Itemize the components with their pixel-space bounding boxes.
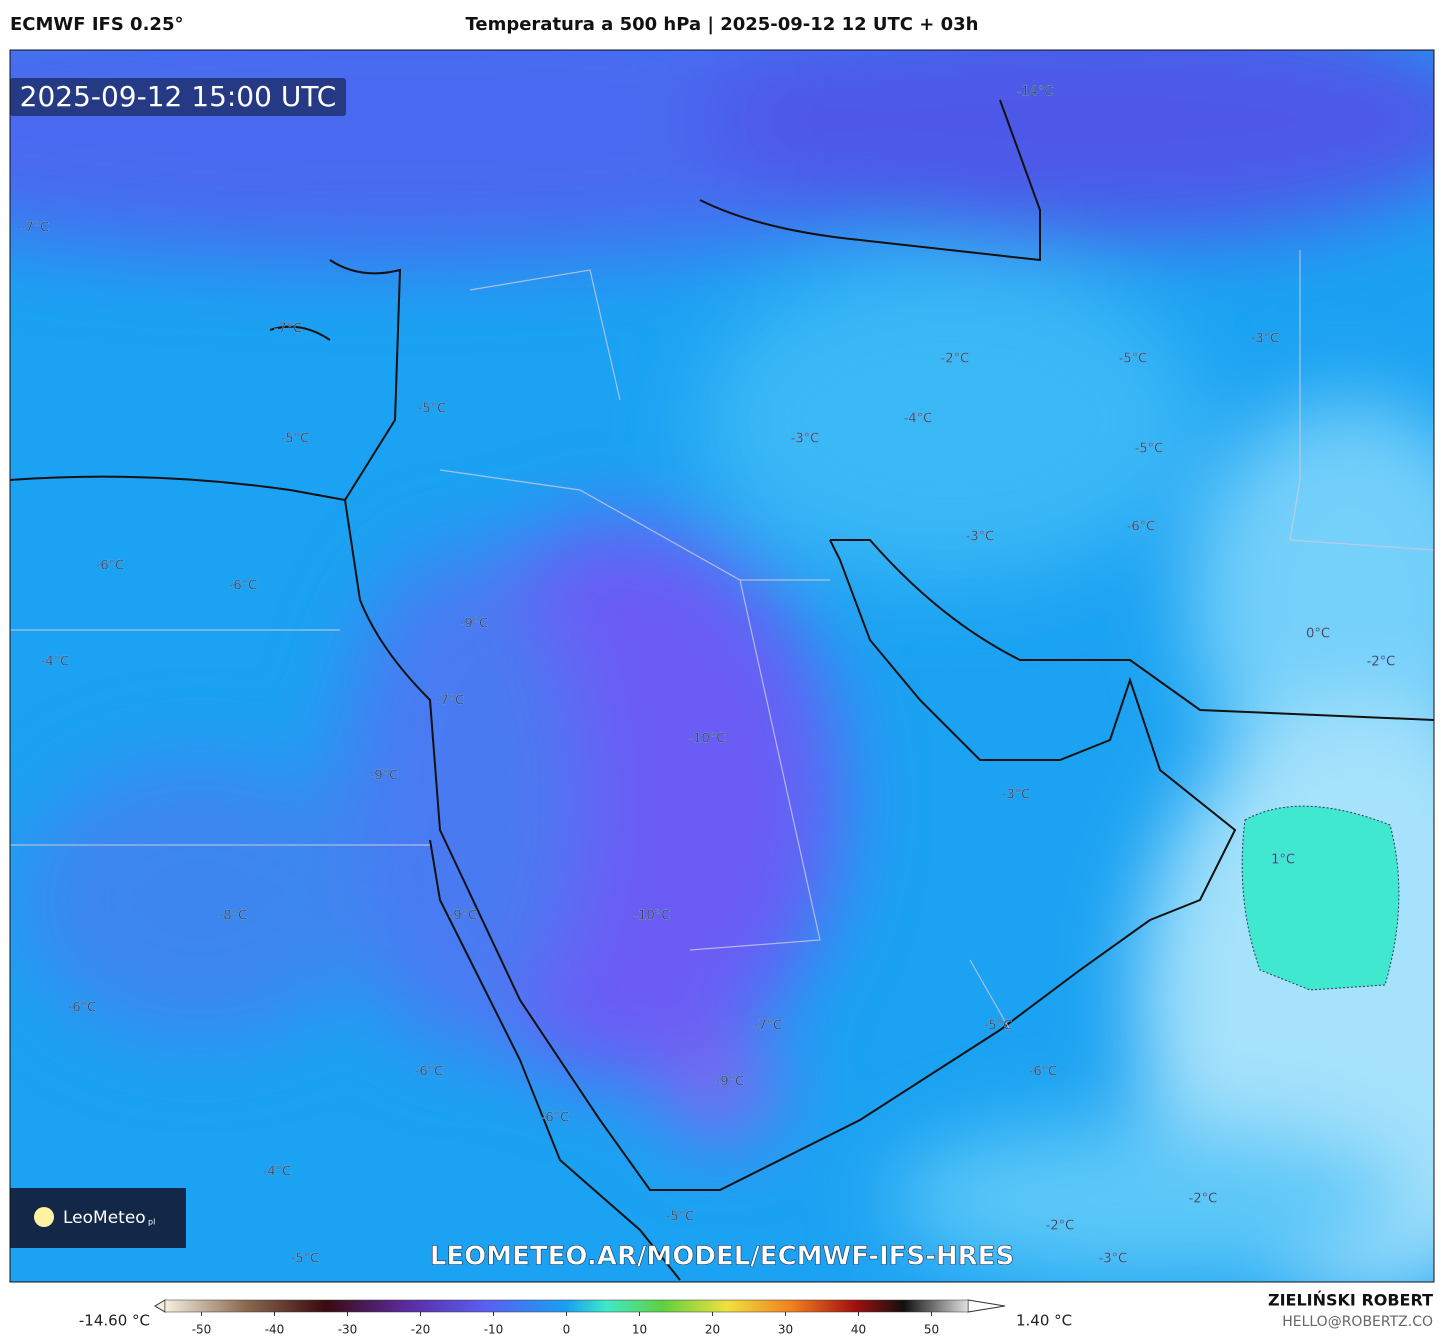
contour-label: -3°C: [791, 432, 820, 447]
colorbar-tick-label: 30: [778, 1323, 793, 1337]
contour-label: -4°C: [263, 1165, 292, 1180]
contour-label: -8°C: [219, 909, 248, 924]
valid-time: 2025-09-12 15:00 UTC: [20, 80, 337, 113]
colorbar-tick-label: -30: [338, 1323, 358, 1337]
contour-label: -6°C: [541, 1111, 570, 1126]
contour-label: -6°C: [68, 1001, 97, 1016]
colorbar-tick-label: 10: [632, 1323, 647, 1337]
contour-label: -4°C: [904, 412, 933, 427]
time-box: [10, 78, 346, 116]
map-title: Temperatura a 500 hPa | 2025-09-12 12 UT…: [465, 14, 978, 35]
contour-label: -3°C: [1251, 332, 1280, 347]
contact: HELLO@ROBERTZ.CO: [1282, 1314, 1433, 1330]
logo-name: LeoMeteo: [63, 1208, 146, 1228]
contour-label: 1°C: [1271, 853, 1295, 868]
logo-sun: [34, 1207, 54, 1227]
contour-label: -5°C: [291, 1252, 320, 1267]
author: ZIELIŃSKI ROBERT: [1268, 1291, 1433, 1310]
colorbar-tick-label: 20: [705, 1323, 720, 1337]
contour-label: -10°C: [689, 732, 726, 747]
colorbar-tick-label: -40: [265, 1323, 285, 1337]
borders: [10, 250, 1434, 1031]
contour-label: -2°C: [1367, 655, 1396, 670]
watermark: LEOMETEO.AR/MODEL/ECMWF-IFS-HRES: [430, 1242, 1014, 1272]
contour-labels: -14°C -7°C -7°C -2°C -5°C -3°C -5°C -5°C -3°C -4°…: [21, 84, 1396, 1267]
contour-label: -7°C: [754, 1019, 783, 1034]
contour-label: -2°C: [1046, 1219, 1075, 1234]
model-name: ECMWF IFS 0.25°: [10, 14, 183, 35]
contour-label: -9°C: [716, 1075, 745, 1090]
colorbar-tick-label: -50: [192, 1323, 212, 1337]
contour-label: -6°C: [415, 1065, 444, 1080]
colorbar-tick-label: -10: [484, 1323, 504, 1337]
contour-label: -2°C: [941, 352, 970, 367]
map-area: 2025-09-12 15:00 UTC -14°C -7°C -7°C -2°C -5…: [10, 50, 1434, 1282]
contour-label: -7°C: [436, 694, 465, 709]
colorbar-tick-label: -20: [411, 1323, 431, 1337]
contour-label: -9°C: [460, 617, 489, 632]
colorbar-max-label: 1.40 °C: [1016, 1312, 1072, 1330]
colorbar-min-arrow: [154, 1299, 166, 1313]
contour-label: -5°C: [666, 1210, 695, 1225]
logo-suffix: pl: [148, 1218, 155, 1227]
contour-label: -3°C: [1002, 788, 1031, 803]
contour-label: -5°C: [281, 432, 310, 447]
contour-label: -7°C: [21, 221, 50, 236]
coastlines: [10, 99, 1434, 1281]
contour-label: -6°C: [1029, 1065, 1058, 1080]
colorbar-max-arrow: [967, 1299, 1006, 1313]
colorbar-min-label: -14.60 °C: [79, 1312, 150, 1330]
temperature-field: [10, 50, 1434, 1282]
contour-label: -3°C: [1099, 1252, 1128, 1267]
contour-label: -10°C: [634, 909, 671, 924]
contour-label: -6°C: [229, 579, 258, 594]
colorbar-tick-label: 50: [924, 1323, 939, 1337]
warm-area: [1241, 805, 1400, 991]
contour-label: -5°C: [418, 402, 447, 417]
colorbar: -14.60 °C 1.40 °C -50 -40 -30 -20 -10 0 10 20 30…: [79, 1299, 1072, 1337]
contour-label: -5°C: [984, 1019, 1013, 1034]
colorbar-tick-label: 40: [851, 1323, 866, 1337]
map-frame: [9, 49, 1435, 1283]
contour-label: -7°C: [274, 322, 303, 337]
contour-label: -5°C: [1135, 442, 1164, 457]
colorbar-tick-label: 0: [563, 1323, 571, 1337]
contour-label: -9°C: [370, 769, 399, 784]
contour-label: -9°C: [449, 909, 478, 924]
contour-label: -3°C: [966, 530, 995, 545]
contour-label: -14°C: [1017, 85, 1054, 100]
contour-label: 0°C: [1306, 627, 1330, 642]
contour-label: -6°C: [1127, 520, 1156, 535]
contour-label: -4°C: [41, 655, 70, 670]
contour-label: -2°C: [1189, 1192, 1218, 1207]
contour-label: -5°C: [1119, 352, 1148, 367]
colorbar-gradient: [164, 1299, 969, 1313]
contour-label: -6°C: [96, 559, 125, 574]
